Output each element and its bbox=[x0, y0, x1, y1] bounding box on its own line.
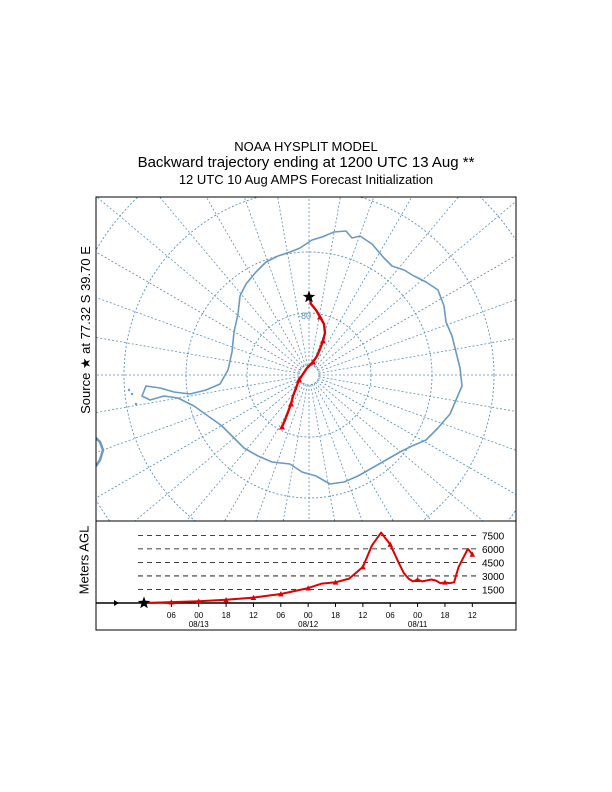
time-tick-label: 06 bbox=[276, 611, 285, 620]
height-trajectory-marker bbox=[195, 598, 202, 604]
time-tick-label: 18 bbox=[222, 611, 231, 620]
meridian-line bbox=[317, 379, 516, 495]
meridian-line bbox=[243, 197, 306, 366]
meridian-line bbox=[96, 376, 300, 413]
height-trajectory-marker bbox=[168, 599, 175, 605]
height-trajectory-marker bbox=[387, 541, 394, 547]
trajectory-marker bbox=[310, 359, 316, 365]
height-trajectory-marker bbox=[250, 594, 257, 600]
island bbox=[127, 388, 131, 392]
height-panel-frame bbox=[95, 520, 517, 631]
time-tick-label: 12 bbox=[249, 611, 258, 620]
source-star-icon bbox=[302, 290, 316, 303]
meridian-line bbox=[315, 382, 433, 521]
latitude-label: -80 bbox=[298, 311, 311, 321]
coastline-group bbox=[96, 230, 463, 485]
meridian-line bbox=[316, 200, 516, 369]
trajectory-marker bbox=[320, 338, 326, 344]
height-panel: 7500 6000 4500 3000 1500 06 00 18 12 06 00 18 12 06 00… bbox=[95, 520, 517, 631]
date-label: 08/13 bbox=[189, 620, 210, 629]
meridian-line bbox=[205, 197, 305, 367]
antarctica-coastline bbox=[141, 230, 463, 485]
height-trajectory-marker bbox=[469, 551, 476, 557]
arrow-icon bbox=[114, 600, 119, 606]
south-america-tip bbox=[96, 437, 105, 467]
time-tick-label: 00 bbox=[413, 611, 422, 620]
height-tick-label: 3000 bbox=[482, 572, 505, 583]
height-trajectory-marker bbox=[414, 576, 421, 582]
meridian-line bbox=[282, 384, 308, 521]
meridian-line bbox=[96, 197, 302, 369]
time-tick-label: 00 bbox=[304, 611, 313, 620]
island bbox=[134, 402, 138, 406]
meridian-line bbox=[134, 381, 302, 521]
meridian-line bbox=[318, 299, 516, 372]
meridian-line bbox=[96, 337, 300, 374]
meridian-line bbox=[318, 376, 516, 412]
height-trajectory bbox=[143, 531, 474, 604]
height-tick-label: 6000 bbox=[482, 545, 505, 556]
height-trajectory-marker bbox=[360, 564, 366, 570]
trajectory-marker bbox=[317, 314, 323, 320]
model-name: NOAA HYSPLIT MODEL bbox=[234, 139, 378, 154]
latitude-circle bbox=[0, 66, 612, 684]
meridian-line bbox=[315, 197, 459, 368]
time-tick-label: 06 bbox=[386, 611, 395, 620]
meridian-line bbox=[318, 338, 516, 374]
height-tick-label: 1500 bbox=[482, 585, 505, 596]
meridian-line bbox=[96, 251, 301, 371]
meridian-line bbox=[310, 197, 341, 366]
meridian-line bbox=[96, 378, 300, 453]
height-trajectory-marker bbox=[442, 579, 448, 585]
height-tick-label: 4500 bbox=[482, 558, 505, 569]
start-star-icon bbox=[137, 596, 151, 609]
trajectory-marker bbox=[288, 401, 294, 407]
time-tick-label: 18 bbox=[441, 611, 450, 620]
meridian-line bbox=[313, 383, 394, 521]
time-tick-label: 00 bbox=[194, 611, 203, 620]
meridian-line bbox=[224, 383, 305, 521]
time-tick-label: 06 bbox=[167, 611, 176, 620]
meridian-line bbox=[255, 384, 306, 521]
meridian-line bbox=[310, 384, 336, 521]
time-tick-label: 12 bbox=[358, 611, 367, 620]
meridian-line bbox=[312, 384, 363, 521]
chart-subtitle: 12 UTC 10 Aug AMPS Forecast Initializati… bbox=[178, 172, 434, 187]
meridian-line bbox=[318, 378, 516, 451]
date-label: 08/12 bbox=[298, 620, 319, 629]
time-tick-label: 18 bbox=[331, 611, 340, 620]
meridian-line bbox=[159, 197, 303, 368]
meridian-line bbox=[312, 197, 375, 366]
chart-title: Backward trajectory ending at 1200 UTC 1… bbox=[137, 154, 475, 171]
meridian-line bbox=[277, 197, 308, 366]
latitude-circle bbox=[123, 197, 495, 521]
title-block: NOAA HYSPLIT MODEL Backward trajectory e… bbox=[96, 139, 516, 188]
meridian-line bbox=[316, 381, 484, 521]
height-trajectory-marker bbox=[332, 579, 339, 585]
meridian-line bbox=[185, 382, 303, 521]
date-label: 08/11 bbox=[408, 620, 428, 629]
meridian-line bbox=[317, 255, 516, 371]
island bbox=[130, 392, 134, 396]
time-tick-label: 12 bbox=[468, 611, 477, 620]
trajectory-marker bbox=[279, 424, 285, 430]
meridian-line bbox=[96, 297, 300, 372]
height-trajectory-marker bbox=[305, 585, 311, 591]
height-trajectory-marker bbox=[223, 597, 229, 603]
meridian-line bbox=[96, 379, 301, 499]
height-trajectory-marker bbox=[278, 591, 284, 597]
meridian-line bbox=[313, 197, 413, 367]
height-tick-label: 7500 bbox=[482, 531, 505, 542]
trajectory-marker bbox=[296, 377, 302, 383]
